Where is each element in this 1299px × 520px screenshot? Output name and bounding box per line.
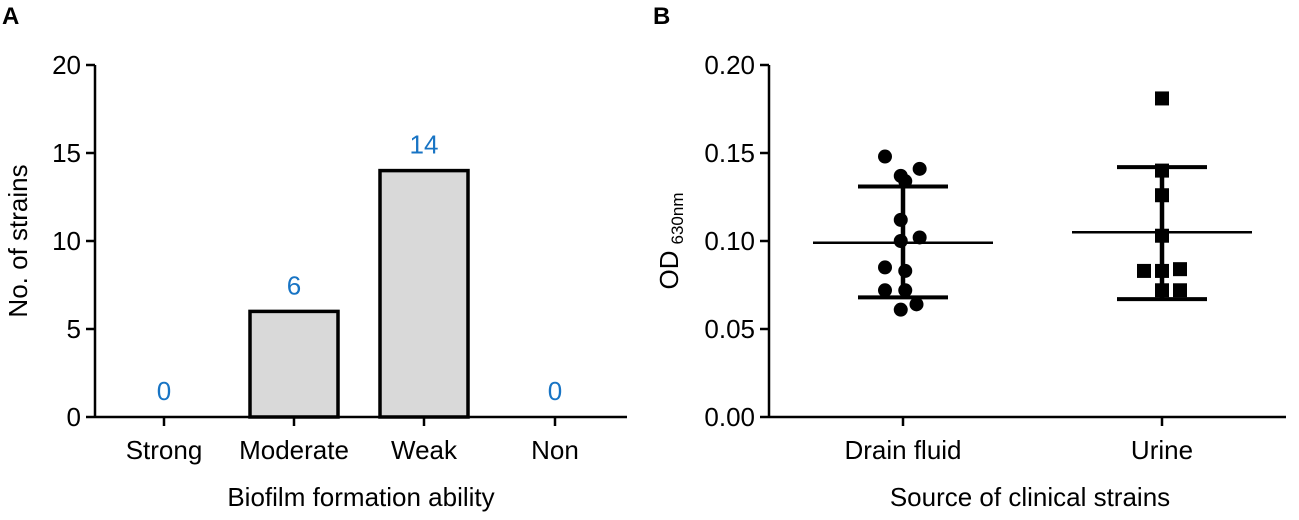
data-point [878, 283, 892, 298]
panel-b-y-tick-label: 0.20 [704, 50, 755, 80]
panel-a-x-tick-label: Moderate [239, 435, 349, 465]
data-point [878, 149, 892, 164]
panel-b-y-axis-title-subscript: 630nm [668, 193, 687, 245]
group-urine [1072, 91, 1252, 302]
panel-b-y-tick-label: 0.05 [704, 314, 755, 344]
data-point [909, 297, 924, 312]
panel-a-y-tick-label: 0 [67, 402, 81, 432]
panel-b-y-axis-title: OD 630nm [654, 193, 687, 290]
data-point [1137, 263, 1151, 278]
data-point [1155, 91, 1169, 106]
panel-b-x-tick-label: Drain fluid [844, 435, 961, 465]
data-point [1155, 188, 1169, 203]
panel-a-y-axis-title: No. of strains [3, 164, 33, 317]
panel-b: B 0.000.050.100.150.20 Drain fluid Urine … [653, 3, 1286, 512]
panel-b-y-tick-label: 0.15 [704, 138, 755, 168]
bar-data-label: 14 [410, 130, 439, 160]
bar-moderate [248, 309, 340, 419]
panel-a-label: A [2, 3, 19, 30]
panel-b-y-tick-label: 0.00 [704, 402, 755, 432]
data-point [1173, 283, 1187, 298]
panel-a: A 0 5 10 15 20 0 6 14 0 Strong Moderate Weak Non N… [2, 3, 627, 512]
panel-a-x-tick-label: Strong [126, 435, 203, 465]
panel-a-x-tick-label: Weak [391, 435, 458, 465]
data-point [1155, 228, 1169, 243]
panel-b-groups [813, 91, 1252, 317]
data-point [893, 234, 908, 248]
panel-a-y-tick-label: 5 [67, 314, 81, 344]
bar-weak [378, 168, 470, 419]
panel-a-y-ticks: 0 5 10 15 20 [52, 50, 95, 432]
panel-a-y-tick-label: 10 [52, 226, 81, 256]
data-point [878, 260, 892, 275]
panel-b-x-ticks: Drain fluid Urine [844, 417, 1193, 465]
panel-b-y-tick-label: 0.10 [704, 226, 755, 256]
panel-b-x-axis-title: Source of clinical strains [890, 482, 1170, 512]
data-point [1173, 262, 1187, 277]
data-point [893, 212, 908, 227]
panel-a-x-axis-title: Biofilm formation ability [227, 482, 494, 512]
panel-b-y-axis-title-main: OD [654, 250, 684, 289]
group-drain-fluid [813, 149, 993, 317]
data-point [898, 263, 913, 278]
panel-b-y-ticks: 0.00 0.05 0.10 0.15 0.20 [704, 50, 769, 432]
bar-data-label: 0 [548, 376, 562, 406]
panel-a-y-tick-label: 20 [52, 50, 81, 80]
panel-b-x-tick-label: Urine [1131, 435, 1193, 465]
panel-a-y-tick-label: 15 [52, 138, 81, 168]
panel-a-x-tick-label: Non [531, 435, 579, 465]
data-point [898, 174, 913, 189]
bar-data-label: 6 [287, 270, 301, 300]
data-point [898, 283, 913, 298]
data-point [912, 161, 927, 176]
panel-b-label: B [653, 3, 670, 30]
panel-a-bars: 0 6 14 0 [157, 130, 562, 419]
panel-a-x-ticks: Strong Moderate Weak Non [126, 417, 579, 465]
bar-data-label: 0 [157, 376, 171, 406]
data-point [893, 302, 908, 317]
data-point [912, 230, 927, 245]
data-point [1155, 263, 1169, 278]
data-point [1155, 163, 1169, 178]
data-point [1155, 283, 1169, 298]
